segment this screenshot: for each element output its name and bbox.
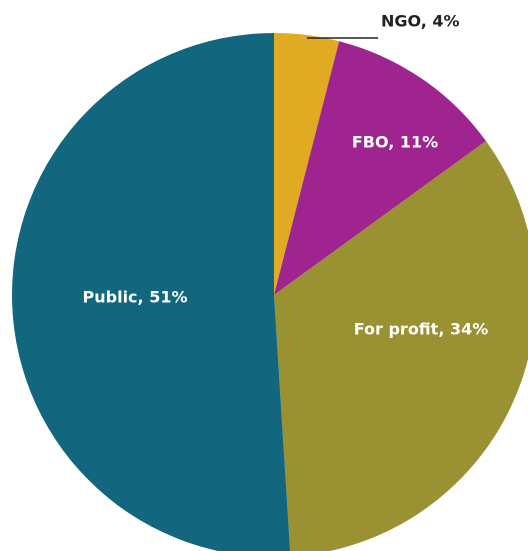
pie-slice [274,41,486,295]
pie-slice [12,33,291,551]
slice-label: FBO, 11% [352,133,438,152]
pie-slice [274,33,340,295]
slice-label: For profit, 34% [354,320,489,339]
slice-label: Public, 51% [83,288,188,307]
slice-label: NGO, 4% [381,12,460,31]
pie-slice [274,141,528,551]
